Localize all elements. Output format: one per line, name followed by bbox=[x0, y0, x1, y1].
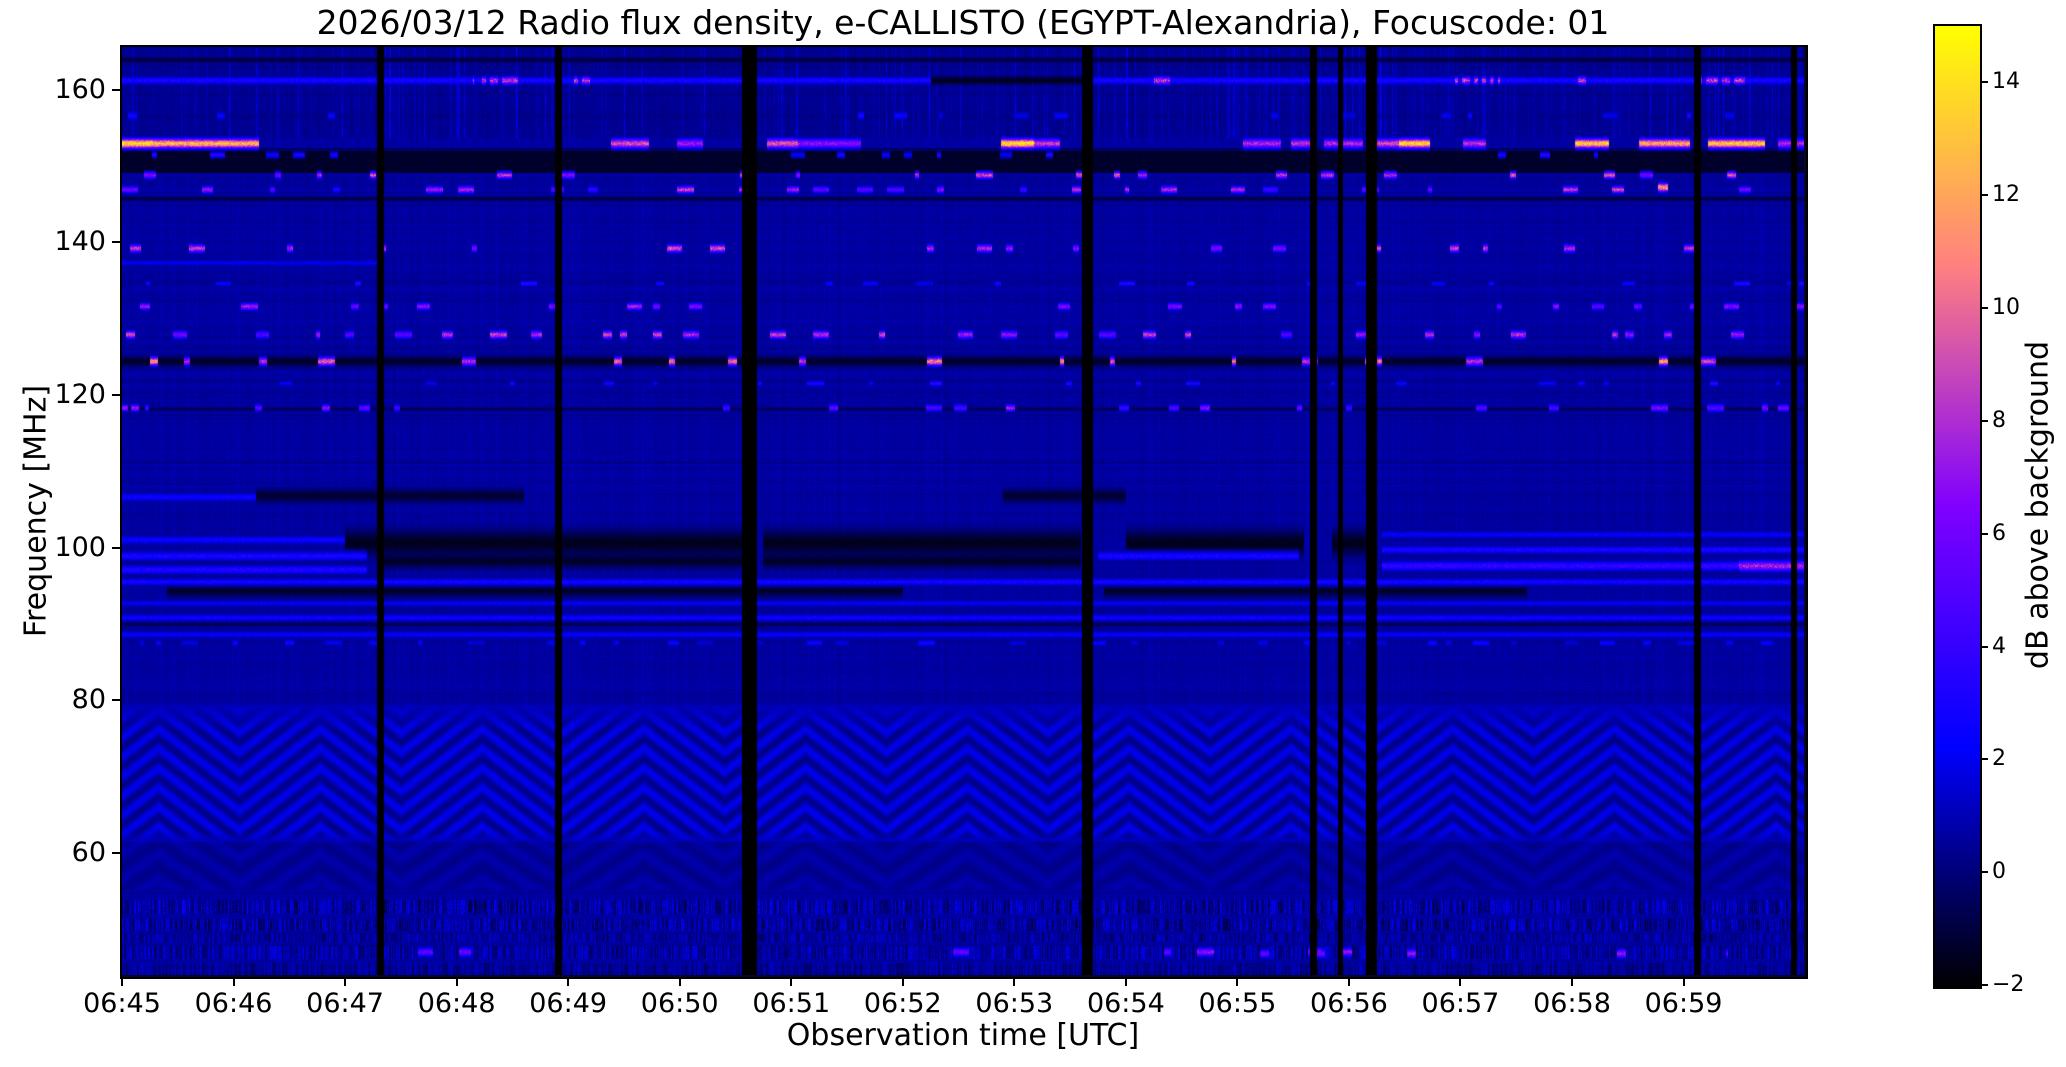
x-tick-label: 06:55 bbox=[1198, 988, 1277, 1019]
x-tick-label: 06:49 bbox=[529, 988, 608, 1019]
x-tick-mark bbox=[678, 977, 681, 986]
colorbar-tick-mark bbox=[1980, 194, 1988, 197]
x-tick-mark bbox=[567, 977, 570, 986]
y-tick-mark bbox=[112, 394, 121, 396]
colorbar-tick-mark bbox=[1980, 81, 1988, 84]
x-tick-mark bbox=[1236, 977, 1239, 986]
x-tick-mark bbox=[1682, 977, 1685, 986]
x-tick-label: 06:45 bbox=[83, 988, 161, 1019]
x-tick-mark bbox=[455, 977, 458, 986]
x-tick-label: 06:52 bbox=[863, 988, 942, 1019]
x-tick-mark bbox=[901, 977, 904, 986]
x-tick-mark bbox=[344, 977, 347, 986]
x-tick-mark bbox=[1571, 977, 1573, 986]
x-tick-mark bbox=[1459, 977, 1462, 986]
plot-area bbox=[120, 45, 1808, 979]
x-tick-label: 06:57 bbox=[1421, 988, 1500, 1019]
y-tick-label: 120 bbox=[54, 379, 106, 410]
y-tick-label: 140 bbox=[54, 226, 106, 258]
colorbar-tick-mark bbox=[1980, 419, 1988, 422]
x-tick-label: 06:51 bbox=[752, 988, 831, 1019]
x-tick-mark bbox=[121, 977, 123, 986]
colorbar-tick-label: −2 bbox=[1992, 972, 2025, 997]
y-tick-label: 80 bbox=[71, 684, 106, 716]
x-tick-label: 06:53 bbox=[975, 988, 1054, 1019]
colorbar-tick-mark bbox=[1980, 645, 1988, 648]
y-tick-label: 100 bbox=[54, 531, 106, 563]
y-tick-mark bbox=[112, 546, 121, 549]
colorbar-gradient bbox=[1935, 26, 1980, 987]
y-tick-mark bbox=[112, 241, 121, 244]
x-tick-label: 06:59 bbox=[1644, 988, 1723, 1019]
y-tick-mark bbox=[112, 88, 121, 91]
chart-title: 2026/03/12 Radio flux density, e-CALLIST… bbox=[316, 3, 1610, 42]
colorbar-tick-mark bbox=[1980, 871, 1988, 874]
colorbar-tick-label: 0 bbox=[1992, 859, 2006, 885]
x-tick-mark bbox=[232, 977, 235, 986]
x-tick-mark bbox=[1013, 977, 1016, 986]
colorbar-tick-label: 14 bbox=[1992, 69, 2020, 95]
y-tick-label: 60 bbox=[71, 836, 106, 868]
colorbar-tick-mark bbox=[1980, 532, 1988, 535]
x-tick-label: 06:56 bbox=[1310, 988, 1388, 1019]
x-tick-label: 06:47 bbox=[306, 988, 384, 1019]
colorbar-tick-mark bbox=[1980, 984, 1988, 986]
colorbar-tick-label: 8 bbox=[1992, 407, 2006, 433]
y-tick-mark bbox=[112, 699, 121, 702]
x-tick-label: 06:50 bbox=[640, 988, 719, 1019]
colorbar-tick-label: 6 bbox=[1992, 520, 2006, 546]
colorbar-tick-label: 10 bbox=[1992, 295, 2020, 321]
x-tick-label: 06:46 bbox=[194, 988, 273, 1019]
y-tick-mark bbox=[112, 851, 121, 854]
y-tick-label: 160 bbox=[54, 73, 106, 105]
x-tick-mark bbox=[1124, 977, 1127, 986]
colorbar-tick-label: 2 bbox=[1992, 746, 2006, 772]
colorbar-tick-mark bbox=[1980, 758, 1988, 761]
spectrogram-heatmap bbox=[122, 47, 1804, 975]
colorbar-tick-mark bbox=[1980, 307, 1988, 310]
x-tick-mark bbox=[1347, 977, 1350, 986]
colorbar-tick-label: 12 bbox=[1992, 182, 2020, 208]
x-axis-label: Observation time [UTC] bbox=[786, 1018, 1140, 1053]
y-axis-label: Frequency [MHz] bbox=[18, 384, 54, 638]
colorbar bbox=[1933, 24, 1982, 989]
x-tick-label: 06:48 bbox=[417, 988, 496, 1019]
colorbar-tick-label: 4 bbox=[1992, 633, 2006, 659]
colorbar-label: dB above background bbox=[2020, 340, 2056, 670]
x-tick-mark bbox=[790, 977, 793, 986]
x-tick-label: 06:58 bbox=[1533, 988, 1611, 1019]
x-tick-label: 06:54 bbox=[1086, 988, 1165, 1019]
